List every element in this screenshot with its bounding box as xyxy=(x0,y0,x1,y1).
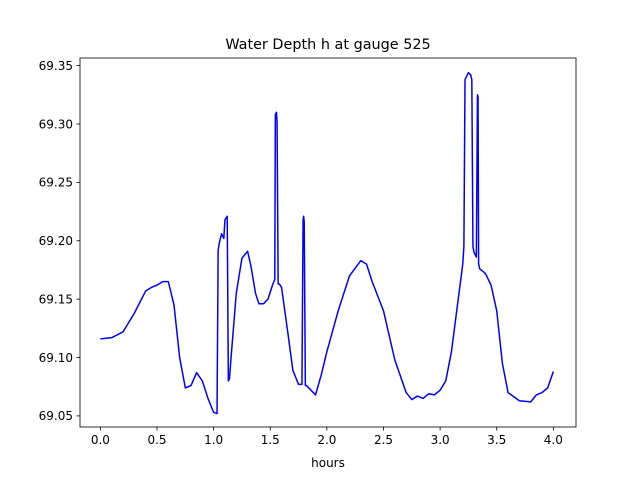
series-line-0 xyxy=(100,71,555,415)
plot-area: 0.0 0.5 1.0 1.5 2.0 2.5 3.0 3.5 4.0 69.05 69.10 69.… xyxy=(39,57,577,447)
y-tick-label: 69.20 xyxy=(39,234,73,248)
y-tick-label: 69.05 xyxy=(39,409,73,423)
y-tick-label: 69.15 xyxy=(39,292,73,306)
y-tick-label: 69.35 xyxy=(39,59,73,73)
x-tick-label: 3.0 xyxy=(431,433,450,447)
x-tick-label: 1.0 xyxy=(204,433,223,447)
x-tick-label: 1.5 xyxy=(261,433,280,447)
x-axis-label: hours xyxy=(311,456,345,470)
x-tick-label: 2.5 xyxy=(374,433,393,447)
axes-frame xyxy=(79,57,577,428)
x-tick-label: 4.0 xyxy=(544,433,563,447)
y-tick-label: 69.10 xyxy=(39,351,73,365)
x-tick-label: 0.0 xyxy=(91,433,110,447)
x-tick-label: 0.5 xyxy=(147,433,166,447)
x-tick-label: 2.0 xyxy=(317,433,336,447)
y-tick-label: 69.25 xyxy=(39,176,73,190)
y-tick-label: 69.30 xyxy=(39,117,73,131)
x-tick-label: 3.5 xyxy=(487,433,506,447)
chart-title: Water Depth h at gauge 525 xyxy=(225,37,430,53)
